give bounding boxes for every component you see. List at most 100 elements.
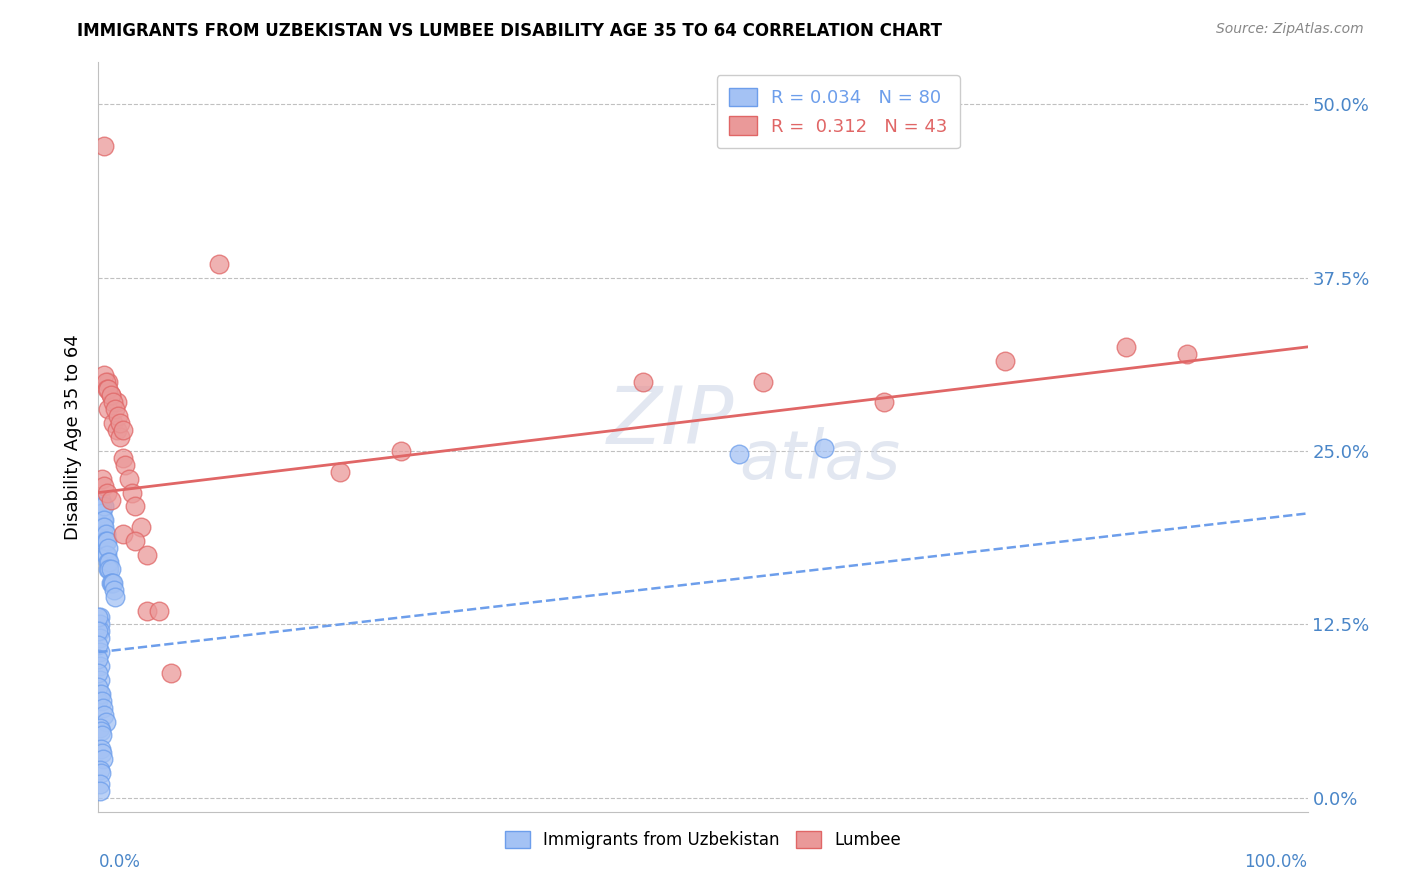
Point — [89, 610, 111, 624]
Point — [87, 638, 110, 652]
Point — [96, 485, 118, 500]
Point — [111, 423, 134, 437]
Point — [93, 138, 115, 153]
Point — [100, 492, 122, 507]
Point — [97, 402, 120, 417]
Point — [105, 395, 128, 409]
Point — [91, 700, 114, 714]
Point — [160, 665, 183, 680]
Point — [107, 409, 129, 424]
Point — [98, 562, 121, 576]
Point — [994, 353, 1017, 368]
Point — [208, 257, 231, 271]
Point — [91, 694, 114, 708]
Point — [101, 575, 124, 590]
Point — [124, 534, 146, 549]
Point — [90, 724, 112, 739]
Point — [91, 752, 114, 766]
Point — [108, 430, 131, 444]
Point — [87, 624, 110, 639]
Point — [104, 590, 127, 604]
Point — [135, 548, 157, 562]
Text: 100.0%: 100.0% — [1244, 853, 1308, 871]
Point — [135, 603, 157, 617]
Point — [91, 507, 114, 521]
Point — [94, 548, 117, 562]
Point — [118, 472, 141, 486]
Point — [90, 492, 112, 507]
Point — [105, 423, 128, 437]
Point — [100, 575, 122, 590]
Text: atlas: atlas — [740, 426, 900, 492]
Point — [96, 548, 118, 562]
Point — [389, 444, 412, 458]
Point — [1115, 340, 1137, 354]
Point — [124, 500, 146, 514]
Point — [98, 555, 121, 569]
Text: Source: ZipAtlas.com: Source: ZipAtlas.com — [1216, 22, 1364, 37]
Point — [728, 447, 751, 461]
Point — [108, 416, 131, 430]
Point — [91, 513, 114, 527]
Point — [103, 582, 125, 597]
Point — [873, 395, 896, 409]
Point — [89, 645, 111, 659]
Point — [87, 652, 110, 666]
Point — [101, 395, 124, 409]
Point — [89, 784, 111, 798]
Point — [94, 527, 117, 541]
Point — [631, 375, 654, 389]
Point — [87, 665, 110, 680]
Point — [329, 465, 352, 479]
Point — [91, 472, 114, 486]
Point — [90, 507, 112, 521]
Point — [90, 765, 112, 780]
Point — [87, 694, 110, 708]
Point — [93, 707, 115, 722]
Point — [91, 728, 114, 742]
Point — [89, 722, 111, 736]
Point — [100, 388, 122, 402]
Point — [91, 747, 114, 761]
Point — [100, 388, 122, 402]
Point — [129, 520, 152, 534]
Point — [114, 458, 136, 472]
Point — [87, 680, 110, 694]
Point — [91, 520, 114, 534]
Point — [89, 777, 111, 791]
Point — [100, 575, 122, 590]
Point — [89, 763, 111, 777]
Point — [100, 562, 122, 576]
Point — [89, 659, 111, 673]
Point — [96, 382, 118, 396]
Text: ZIP: ZIP — [606, 383, 734, 461]
Point — [111, 527, 134, 541]
Text: 0.0%: 0.0% — [98, 853, 141, 871]
Point — [813, 441, 835, 455]
Point — [104, 402, 127, 417]
Point — [89, 624, 111, 639]
Point — [90, 687, 112, 701]
Point — [97, 541, 120, 555]
Point — [89, 617, 111, 632]
Point — [111, 450, 134, 465]
Point — [148, 603, 170, 617]
Point — [89, 632, 111, 646]
Point — [97, 375, 120, 389]
Point — [1175, 347, 1198, 361]
Point — [93, 520, 115, 534]
Point — [121, 485, 143, 500]
Point — [89, 687, 111, 701]
Point — [97, 555, 120, 569]
Point — [90, 742, 112, 756]
Point — [91, 520, 114, 534]
Text: IMMIGRANTS FROM UZBEKISTAN VS LUMBEE DISABILITY AGE 35 TO 64 CORRELATION CHART: IMMIGRANTS FROM UZBEKISTAN VS LUMBEE DIS… — [77, 22, 942, 40]
Point — [89, 673, 111, 687]
Point — [96, 534, 118, 549]
Point — [93, 368, 115, 382]
Point — [87, 610, 110, 624]
Point — [93, 513, 115, 527]
Point — [752, 375, 775, 389]
Y-axis label: Disability Age 35 to 64: Disability Age 35 to 64 — [65, 334, 83, 540]
Point — [101, 416, 124, 430]
